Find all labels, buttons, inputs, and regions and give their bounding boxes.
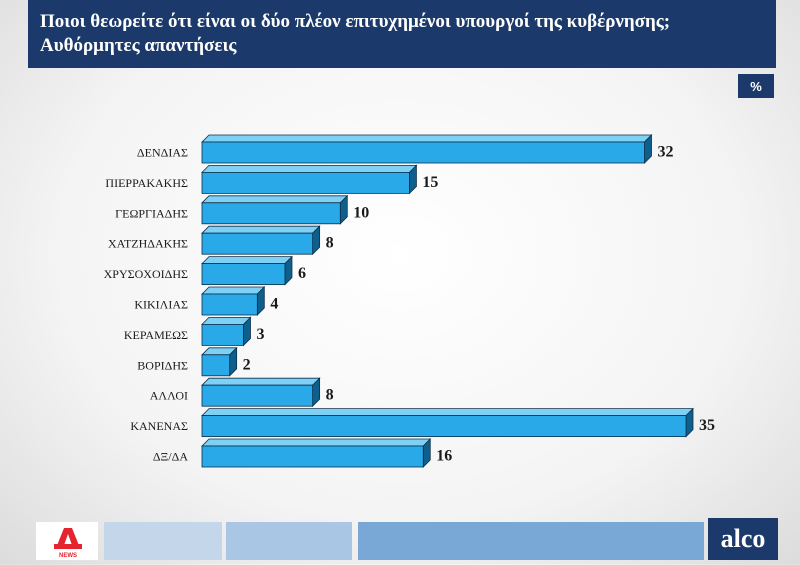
category-label: ΔΞ/ΔΑ [153, 450, 188, 464]
title-line-2: Αυθόρμητες απαντήσεις [40, 35, 237, 56]
category-label: ΚΕΡΑΜΕΩΣ [124, 328, 188, 342]
alpha-logo-icon: NEWS [54, 528, 82, 559]
data-label: 16 [436, 448, 452, 465]
data-label: 32 [658, 144, 674, 161]
bar [201, 263, 286, 286]
footer-segment-1 [104, 522, 222, 560]
bar-group: ΚΑΝΕΝΑΣ 35 [130, 407, 715, 438]
category-label: ΚΑΝΕΝΑΣ [130, 419, 188, 433]
category-label: ΚΙΚΙΛΙΑΣ [134, 298, 188, 312]
bar-group: ΧΡΥΣΟΧΟΙΔΗΣ 6 [104, 255, 306, 286]
title-line-1: Ποιοι θεωρείτε ότι είναι οι δύο πλέον επ… [40, 11, 671, 32]
bar-group: ΒΟΡΙΔΗΣ 2 [137, 346, 251, 377]
bar-group: ΚΙΚΙΛΙΑΣ 4 [134, 286, 278, 316]
category-label: ΧΑΤΖΗΔΑΚΗΣ [108, 237, 188, 251]
bar [201, 202, 341, 225]
bar [201, 141, 645, 164]
bar [201, 445, 424, 468]
bar [201, 384, 314, 407]
bar-top-face [201, 134, 653, 143]
bar-group: ΔΕΝΔΙΑΣ 32 [137, 134, 674, 164]
data-label: 8 [326, 387, 334, 404]
category-label: ΒΟΡΙΔΗΣ [137, 358, 188, 372]
bar-group: ΚΕΡΑΜΕΩΣ 3 [124, 316, 264, 347]
category-label: ΑΛΛΟΙ [150, 389, 188, 403]
bar [201, 415, 687, 438]
footer-segment-3 [358, 522, 704, 560]
data-label: 6 [298, 265, 306, 282]
data-label: 10 [353, 204, 369, 221]
chart-title: Ποιοι θεωρείτε ότι είναι οι δύο πλέον επ… [40, 10, 764, 58]
header-banner: Ποιοι θεωρείτε ότι είναι οι δύο πλέον επ… [28, 0, 776, 68]
category-label: ΓΕΩΡΓΙΑΔΗΣ [115, 206, 188, 220]
bar [201, 171, 410, 194]
footer-segment-2 [226, 522, 352, 560]
alpha-news-logo: NEWS [36, 522, 98, 560]
bar [201, 354, 231, 377]
bar-top-face [201, 164, 418, 173]
bar-top-face [201, 286, 266, 295]
category-label: ΠΙΕΡΡΑΚΑΚΗΣ [105, 176, 188, 190]
data-label: 35 [699, 417, 715, 434]
bar-group: ΧΑΤΖΗΔΑΚΗΣ 8 [108, 225, 334, 256]
alco-brand-logo: alco [708, 518, 778, 560]
bar-group: ΓΕΩΡΓΙΑΔΗΣ 10 [115, 194, 369, 225]
data-label: 4 [270, 296, 278, 313]
bar [201, 232, 314, 255]
bar [201, 323, 244, 346]
data-label: 2 [243, 356, 251, 373]
bar-group: ΔΞ/ΔΑ 16 [153, 438, 452, 468]
data-label: 8 [326, 235, 334, 252]
bar-top-face [201, 408, 694, 417]
bar-group: ΠΙΕΡΡΑΚΑΚΗΣ 15 [105, 164, 438, 195]
bar-top-face [201, 195, 349, 204]
bar-top-face [201, 377, 321, 386]
bar-top-face [201, 438, 432, 447]
data-label: 15 [422, 174, 438, 191]
unit-badge: % [738, 74, 774, 98]
category-label: ΧΡΥΣΟΧΟΙΔΗΣ [104, 267, 188, 281]
bar-top-face [201, 225, 321, 234]
bar-group: ΑΛΛΟΙ 8 [150, 377, 334, 408]
data-label: 3 [256, 326, 264, 343]
logo-text: NEWS [59, 553, 77, 559]
category-label: ΔΕΝΔΙΑΣ [137, 146, 188, 160]
bar-top-face [201, 256, 293, 265]
bar-top-face [201, 316, 252, 325]
bar [201, 293, 258, 316]
